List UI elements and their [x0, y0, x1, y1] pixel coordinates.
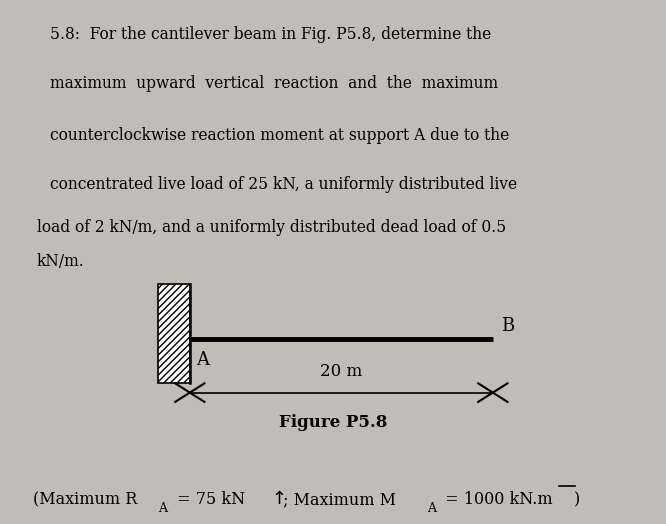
Text: 20 m: 20 m — [320, 363, 362, 380]
Text: A: A — [427, 501, 436, 515]
Text: (Maximum R: (Maximum R — [33, 491, 138, 508]
Text: Figure P5.8: Figure P5.8 — [279, 414, 387, 431]
Text: A: A — [158, 501, 167, 515]
Text: 5.8:  For the cantilever beam in Fig. P5.8, determine the: 5.8: For the cantilever beam in Fig. P5.… — [50, 26, 492, 43]
Text: maximum  upward  vertical  reaction  and  the  maximum: maximum upward vertical reaction and the… — [50, 75, 498, 92]
Text: = 1000 kN.m: = 1000 kN.m — [440, 491, 552, 508]
Text: ; Maximum M: ; Maximum M — [283, 491, 396, 508]
Text: A: A — [196, 351, 210, 369]
Text: B: B — [501, 318, 514, 335]
Text: concentrated live load of 25 kN, a uniformly distributed live: concentrated live load of 25 kN, a unifo… — [50, 177, 517, 193]
Text: kN/m.: kN/m. — [37, 254, 85, 270]
Text: counterclockwise reaction moment at support A due to the: counterclockwise reaction moment at supp… — [50, 127, 509, 144]
Bar — [158, 284, 190, 383]
Text: load of 2 kN/m, and a uniformly distributed dead load of 0.5: load of 2 kN/m, and a uniformly distribu… — [37, 220, 506, 236]
Text: = 75 kN: = 75 kN — [172, 491, 245, 508]
Text: ↑: ↑ — [272, 490, 287, 508]
Text: ): ) — [574, 491, 580, 508]
